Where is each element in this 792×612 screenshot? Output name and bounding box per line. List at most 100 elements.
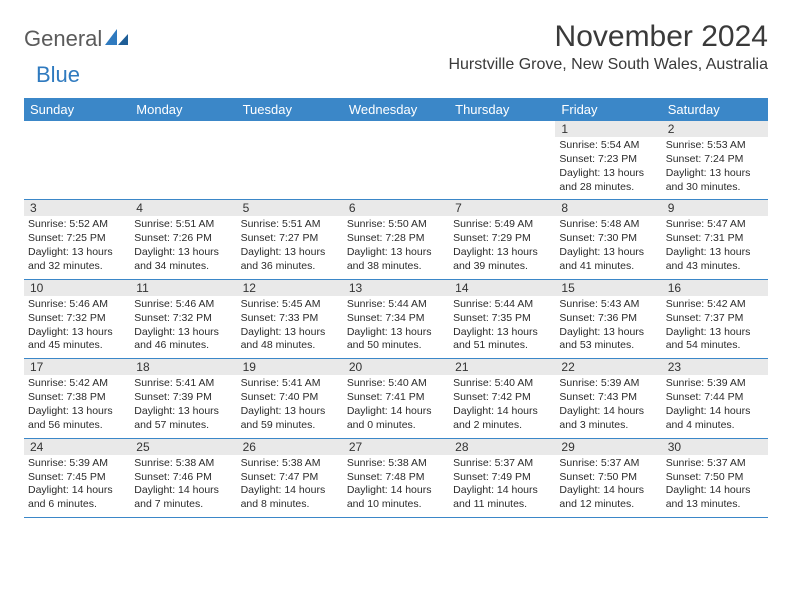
day-detail: Sunrise: 5:53 AMSunset: 7:24 PMDaylight:…: [666, 139, 764, 194]
weekday-friday: Friday: [555, 98, 661, 121]
day-cell: 7Sunrise: 5:49 AMSunset: 7:29 PMDaylight…: [449, 200, 555, 278]
day-number: 29: [555, 439, 661, 455]
day-cell: 15 Sunrise: 5:43 AMSunset: 7:36 PMDayligh…: [555, 280, 661, 358]
daylight-text: Daylight: 14 hours and 7 minutes.: [134, 484, 232, 512]
sunset-text: Sunset: 7:49 PM: [453, 471, 551, 485]
daylight-text: Daylight: 13 hours and 54 minutes.: [666, 326, 764, 354]
day-number: 20: [343, 359, 449, 375]
day-cell: 22Sunrise: 5:39 AMSunset: 7:43 PMDayligh…: [555, 359, 661, 437]
sunset-text: Sunset: 7:37 PM: [666, 312, 764, 326]
daylight-text: Daylight: 14 hours and 4 minutes.: [666, 405, 764, 433]
day-cell: 18 Sunrise: 5:41 AMSunset: 7:39 PMDayligh…: [130, 359, 236, 437]
day-detail: Sunrise: 5:37 AMSunset: 7:50 PMDaylight:…: [666, 457, 764, 512]
sunrise-text: Sunrise: 5:37 AM: [559, 457, 657, 471]
day-number: 16: [662, 280, 768, 296]
title-block: November 2024 Hurstville Grove, New Sout…: [448, 20, 768, 74]
day-detail: Sunrise: 5:39 AMSunset: 7:45 PMDaylight:…: [28, 457, 126, 512]
day-cell: 29Sunrise: 5:37 AMSunset: 7:50 PMDayligh…: [555, 439, 661, 517]
day-detail: Sunrise: 5:41 AMSunset: 7:39 PMDaylight:…: [134, 377, 232, 432]
day-cell: 4Sunrise: 5:51 AMSunset: 7:26 PMDaylight…: [130, 200, 236, 278]
daylight-text: Daylight: 14 hours and 2 minutes.: [453, 405, 551, 433]
calendar-page: General November 2024 Hurstville Grove, …: [0, 0, 792, 528]
day-detail: Sunrise: 5:38 AMSunset: 7:46 PMDaylight:…: [134, 457, 232, 512]
daylight-text: Daylight: 13 hours and 45 minutes.: [28, 326, 126, 354]
sunrise-text: Sunrise: 5:54 AM: [559, 139, 657, 153]
day-detail: Sunrise: 5:52 AMSunset: 7:25 PMDaylight:…: [28, 218, 126, 273]
brand-text-general: General: [24, 26, 102, 52]
day-cell: 9 Sunrise: 5:47 AMSunset: 7:31 PMDaylight…: [662, 200, 768, 278]
daylight-text: Daylight: 13 hours and 38 minutes.: [347, 246, 445, 274]
day-detail: Sunrise: 5:47 AMSunset: 7:31 PMDaylight:…: [666, 218, 764, 273]
day-number: 21: [449, 359, 555, 375]
sunset-text: Sunset: 7:44 PM: [666, 391, 764, 405]
day-number: 5: [237, 200, 343, 216]
day-detail: Sunrise: 5:54 AMSunset: 7:23 PMDaylight:…: [559, 139, 657, 194]
sunset-text: Sunset: 7:41 PM: [347, 391, 445, 405]
day-number: 14: [449, 280, 555, 296]
day-detail: Sunrise: 5:41 AMSunset: 7:40 PMDaylight:…: [241, 377, 339, 432]
sunset-text: Sunset: 7:48 PM: [347, 471, 445, 485]
calendar-grid: Sunday Monday Tuesday Wednesday Thursday…: [24, 98, 768, 518]
day-detail: Sunrise: 5:44 AMSunset: 7:35 PMDaylight:…: [453, 298, 551, 353]
daylight-text: Daylight: 13 hours and 30 minutes.: [666, 167, 764, 195]
sunrise-text: Sunrise: 5:49 AM: [453, 218, 551, 232]
sunrise-text: Sunrise: 5:39 AM: [666, 377, 764, 391]
day-cell: 2 Sunrise: 5:53 AMSunset: 7:24 PMDaylight…: [662, 121, 768, 199]
day-detail: Sunrise: 5:45 AMSunset: 7:33 PMDaylight:…: [241, 298, 339, 353]
daylight-text: Daylight: 13 hours and 59 minutes.: [241, 405, 339, 433]
sunrise-text: Sunrise: 5:42 AM: [666, 298, 764, 312]
sunrise-text: Sunrise: 5:37 AM: [666, 457, 764, 471]
day-number: 22: [555, 359, 661, 375]
day-cell: 6Sunrise: 5:50 AMSunset: 7:28 PMDaylight…: [343, 200, 449, 278]
day-detail: Sunrise: 5:43 AMSunset: 7:36 PMDaylight:…: [559, 298, 657, 353]
sunrise-text: Sunrise: 5:37 AM: [453, 457, 551, 471]
daylight-text: Daylight: 14 hours and 10 minutes.: [347, 484, 445, 512]
day-number: 3: [24, 200, 130, 216]
sunrise-text: Sunrise: 5:47 AM: [666, 218, 764, 232]
day-cell: 21Sunrise: 5:40 AMSunset: 7:42 PMDayligh…: [449, 359, 555, 437]
sunrise-text: Sunrise: 5:44 AM: [453, 298, 551, 312]
day-detail: Sunrise: 5:49 AMSunset: 7:29 PMDaylight:…: [453, 218, 551, 273]
day-number: 6: [343, 200, 449, 216]
day-cell: [343, 121, 449, 199]
day-detail: Sunrise: 5:46 AMSunset: 7:32 PMDaylight:…: [28, 298, 126, 353]
sunrise-text: Sunrise: 5:46 AM: [134, 298, 232, 312]
day-detail: Sunrise: 5:46 AMSunset: 7:32 PMDaylight:…: [134, 298, 232, 353]
daylight-text: Daylight: 13 hours and 46 minutes.: [134, 326, 232, 354]
sunrise-text: Sunrise: 5:40 AM: [453, 377, 551, 391]
day-number: 15: [555, 280, 661, 296]
daylight-text: Daylight: 13 hours and 43 minutes.: [666, 246, 764, 274]
sunrise-text: Sunrise: 5:38 AM: [134, 457, 232, 471]
day-number: 18: [130, 359, 236, 375]
day-number: 9: [662, 200, 768, 216]
sunrise-text: Sunrise: 5:40 AM: [347, 377, 445, 391]
day-cell: 10Sunrise: 5:46 AMSunset: 7:32 PMDayligh…: [24, 280, 130, 358]
daylight-text: Daylight: 14 hours and 3 minutes.: [559, 405, 657, 433]
week-row: 17Sunrise: 5:42 AMSunset: 7:38 PMDayligh…: [24, 359, 768, 438]
day-detail: Sunrise: 5:44 AMSunset: 7:34 PMDaylight:…: [347, 298, 445, 353]
day-number: 1: [555, 121, 661, 137]
daylight-text: Daylight: 14 hours and 8 minutes.: [241, 484, 339, 512]
day-number: 2: [662, 121, 768, 137]
daylight-text: Daylight: 14 hours and 0 minutes.: [347, 405, 445, 433]
day-number: 27: [343, 439, 449, 455]
day-cell: 26Sunrise: 5:38 AMSunset: 7:47 PMDayligh…: [237, 439, 343, 517]
sunset-text: Sunset: 7:29 PM: [453, 232, 551, 246]
sunrise-text: Sunrise: 5:52 AM: [28, 218, 126, 232]
daylight-text: Daylight: 14 hours and 11 minutes.: [453, 484, 551, 512]
sunset-text: Sunset: 7:50 PM: [666, 471, 764, 485]
sunset-text: Sunset: 7:24 PM: [666, 153, 764, 167]
day-cell: 30Sunrise: 5:37 AMSunset: 7:50 PMDayligh…: [662, 439, 768, 517]
day-number: 19: [237, 359, 343, 375]
sunrise-text: Sunrise: 5:42 AM: [28, 377, 126, 391]
day-cell: 20 Sunrise: 5:40 AMSunset: 7:41 PMDayligh…: [343, 359, 449, 437]
weekday-header-row: Sunday Monday Tuesday Wednesday Thursday…: [24, 98, 768, 121]
day-detail: Sunrise: 5:37 AMSunset: 7:49 PMDaylight:…: [453, 457, 551, 512]
daylight-text: Daylight: 13 hours and 39 minutes.: [453, 246, 551, 274]
sunset-text: Sunset: 7:25 PM: [28, 232, 126, 246]
daylight-text: Daylight: 13 hours and 53 minutes.: [559, 326, 657, 354]
day-cell: [24, 121, 130, 199]
daylight-text: Daylight: 13 hours and 34 minutes.: [134, 246, 232, 274]
day-cell: [449, 121, 555, 199]
sunset-text: Sunset: 7:39 PM: [134, 391, 232, 405]
